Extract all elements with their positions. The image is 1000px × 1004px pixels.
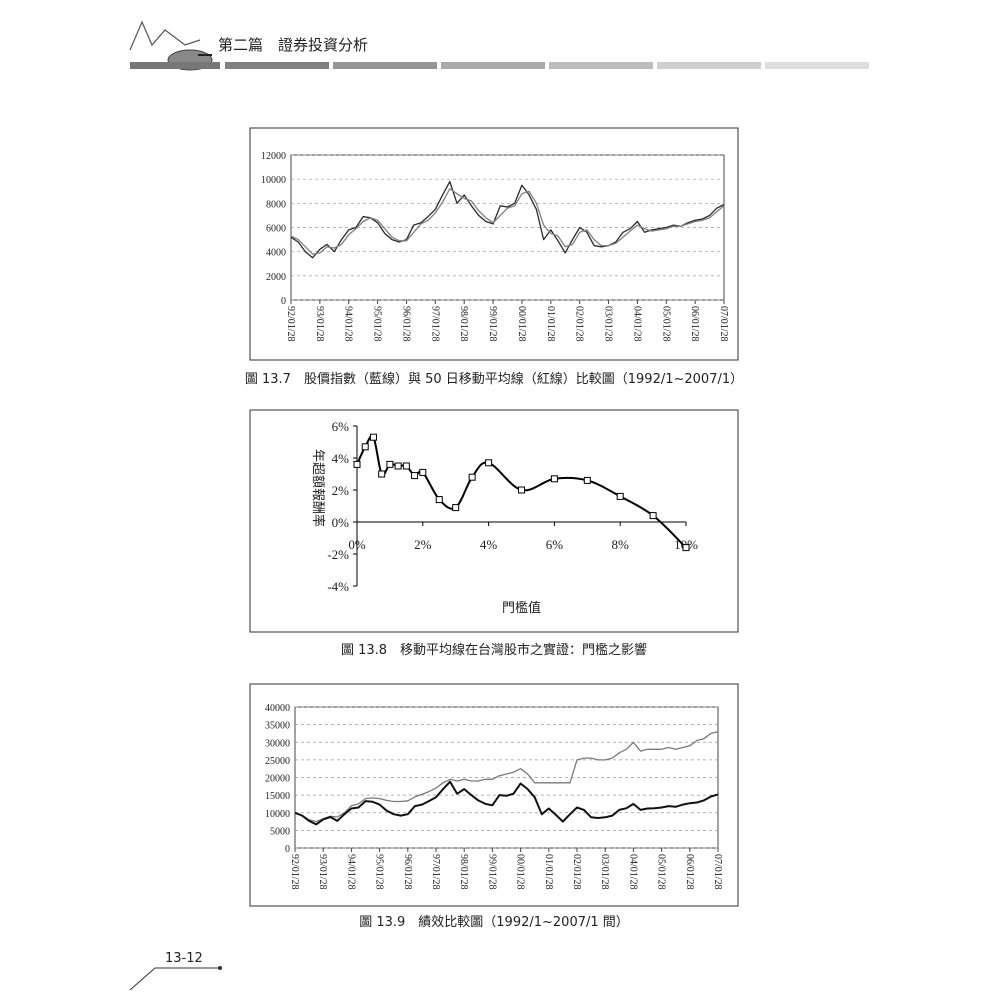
y-tick-label: 15000 [265,791,290,802]
y-tick-label: 30000 [265,738,290,749]
x-tick-label: 94/01/28 [343,306,354,342]
x-tick-label: 8% [612,537,630,552]
x-axis-title: 門檻值 [502,600,541,616]
y-tick-label: -2% [327,547,349,562]
x-tick-label: 06/01/28 [689,306,700,342]
x-tick-label: 00/01/28 [516,306,527,342]
y-tick-label: 4000 [266,248,286,259]
x-tick-label: 96/01/28 [400,306,411,342]
y-tick-label: 2000 [266,272,286,283]
point-marker [378,470,386,478]
point-marker [411,472,419,480]
x-tick-label: 95/01/28 [374,854,385,890]
x-tick-label: 05/01/28 [660,306,671,342]
page-number-dot [218,966,222,970]
point-marker [369,433,377,441]
y-tick-label: 40000 [265,703,290,714]
x-tick-label: 6% [546,537,564,552]
point-marker [386,460,394,468]
page-number: 13-12 [165,951,203,966]
point-marker [550,475,558,483]
x-tick-label: 07/01/28 [712,854,723,890]
y-tick-label: 4% [332,451,350,466]
y-tick-label: 0 [285,844,290,855]
point-marker [353,460,361,468]
x-tick-label: 07/01/28 [718,306,729,342]
x-tick-label: 97/01/28 [429,306,440,342]
y-tick-label: 2% [332,483,350,498]
x-tick-label: 00/01/28 [515,854,526,890]
point-marker [518,486,525,494]
point-marker [394,462,402,470]
x-tick-label: 01/01/28 [543,854,554,890]
x-tick-label: 98/01/28 [458,306,469,342]
point-marker [402,462,410,470]
x-tick-label: 92/01/28 [285,306,296,342]
x-tick-label: 4% [480,537,498,552]
point-marker [419,468,427,476]
point-marker [682,544,690,552]
series-line [294,780,719,826]
y-tick-label: 0% [332,515,350,530]
header-bar [130,62,869,69]
series-line [294,731,719,823]
chart-frame [249,127,739,361]
y-tick-label: 0 [281,296,286,307]
chart-frame [249,409,739,633]
x-tick-label: 04/01/28 [627,854,638,890]
header-title: 第二篇 證券投資分析 [218,36,368,54]
point-marker [361,443,369,451]
x-tick-label: 93/01/28 [317,854,328,890]
series-line [290,180,725,259]
y-tick-label: 10000 [261,175,286,186]
y-tick-label: 20000 [265,774,290,785]
series-line [290,188,725,255]
x-tick-label: 2% [414,537,432,552]
x-tick-label: 95/01/28 [372,306,383,342]
x-tick-label: 06/01/28 [684,854,695,890]
x-tick-label: 02/01/28 [571,854,582,890]
point-marker [485,459,493,467]
point-marker [616,492,624,500]
caption: 圖 13.9 績效比較圖（1992/1~2007/1 間） [359,915,629,930]
point-marker [583,476,591,484]
x-tick-label: 98/01/28 [458,854,469,890]
y-tick-label: 6% [332,419,350,434]
y-axis-title: 年超額報酬率 [310,449,326,527]
x-tick-label: 03/01/28 [603,306,614,342]
y-tick-label: 6000 [266,224,286,235]
x-tick-label: 02/01/28 [574,306,585,342]
point-marker [468,473,476,481]
x-tick-label: 94/01/28 [345,854,356,890]
y-tick-label: 5000 [270,826,290,837]
caption: 圖 13.8 移動平均線在台灣股市之實證：門檻之影響 [341,642,647,658]
x-tick-label: 01/01/28 [545,306,556,342]
caption: 圖 13.7 股價指數（藍線）與 50 日移動平均線（紅線）比較圖（1992/1… [245,371,743,387]
x-tick-label: 93/01/28 [314,306,325,342]
point-marker [452,504,460,512]
y-tick-label: 12000 [261,151,286,162]
y-tick-label: -4% [327,579,349,594]
x-tick-label: 05/01/28 [656,854,667,890]
y-tick-label: 25000 [265,756,290,767]
x-tick-label: 99/01/28 [486,854,497,890]
x-tick-label: 96/01/28 [402,854,413,890]
y-tick-label: 8000 [266,199,286,210]
x-tick-label: 92/01/28 [289,854,300,890]
point-marker [649,512,657,520]
point-marker [435,496,443,504]
page-number-rule [129,967,220,991]
y-tick-label: 10000 [265,809,290,820]
y-tick-label: 35000 [265,721,290,732]
x-tick-label: 03/01/28 [599,854,610,890]
x-tick-label: 0% [348,537,366,552]
chart-frame [249,683,739,907]
x-tick-label: 97/01/28 [430,854,441,890]
x-tick-label: 99/01/28 [487,306,498,342]
x-tick-label: 04/01/28 [631,306,642,342]
